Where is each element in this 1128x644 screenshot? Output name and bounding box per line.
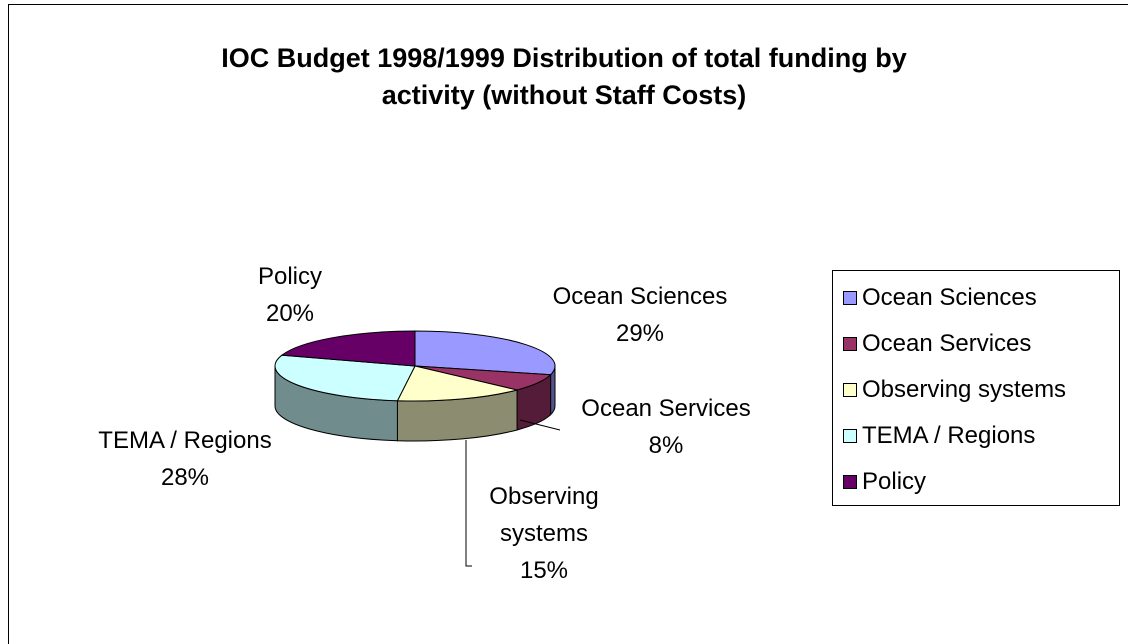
slice-percent-observing-systems: 15% — [520, 557, 568, 584]
slice-label-observing-systems: systems — [500, 520, 588, 547]
chart-title-line-2: activity (without Staff Costs) — [381, 80, 747, 110]
pie-slice-tema-regions — [274, 354, 416, 402]
slice-percent-ocean-services: 8% — [649, 432, 684, 459]
pie-slice-observing-systems — [396, 365, 518, 402]
slice-percent-tema-regions: 28% — [161, 464, 209, 491]
chart-title: IOC Budget 1998/1999 Distribution of tot… — [0, 40, 1128, 114]
slice-label-ocean-sciences: Ocean Sciences — [553, 283, 728, 310]
legend-item-tema-regions: TEMA / Regions — [843, 421, 1035, 451]
pie-slice-policy — [280, 330, 416, 367]
legend-label-ocean-sciences: Ocean Sciences — [862, 284, 1037, 311]
legend-swatch-ocean-sciences — [843, 291, 857, 305]
slice-label-tema-regions: TEMA / Regions — [98, 427, 271, 454]
legend-swatch-policy — [843, 475, 857, 489]
legend-label-policy: Policy — [862, 468, 927, 495]
legend-swatch-observing-systems — [843, 383, 857, 397]
leader-line-ocean-services — [519, 419, 561, 431]
chart-title-line-1: IOC Budget 1998/1999 Distribution of tot… — [221, 43, 907, 73]
slice-label-policy: Policy — [258, 263, 322, 290]
legend-item-policy: Policy — [843, 467, 926, 497]
legend-label-tema-regions: TEMA / Regions — [862, 422, 1036, 449]
legend-item-ocean-sciences: Ocean Sciences — [843, 283, 1037, 313]
slice-label-ocean-services: Ocean Services — [581, 395, 750, 422]
legend-label-observing-systems: Observing systems — [862, 376, 1067, 403]
legend-item-ocean-services: Ocean Services — [843, 329, 1031, 359]
pie-slice-ocean-sciences — [414, 330, 556, 376]
legend-item-observing-systems: Observing systems — [843, 375, 1066, 405]
legend-swatch-ocean-services — [843, 337, 857, 351]
legend-swatch-tema-regions — [843, 429, 857, 443]
legend: Ocean Sciences Ocean Services Observing sy… — [832, 270, 1120, 506]
legend-label-ocean-services: Ocean Services — [862, 330, 1032, 357]
leader-line-observing-systems — [465, 440, 472, 567]
slice-percent-policy: 20% — [266, 300, 314, 327]
slice-percent-ocean-sciences: 29% — [616, 320, 664, 347]
slice-label-observing-systems: Observing — [489, 483, 598, 510]
